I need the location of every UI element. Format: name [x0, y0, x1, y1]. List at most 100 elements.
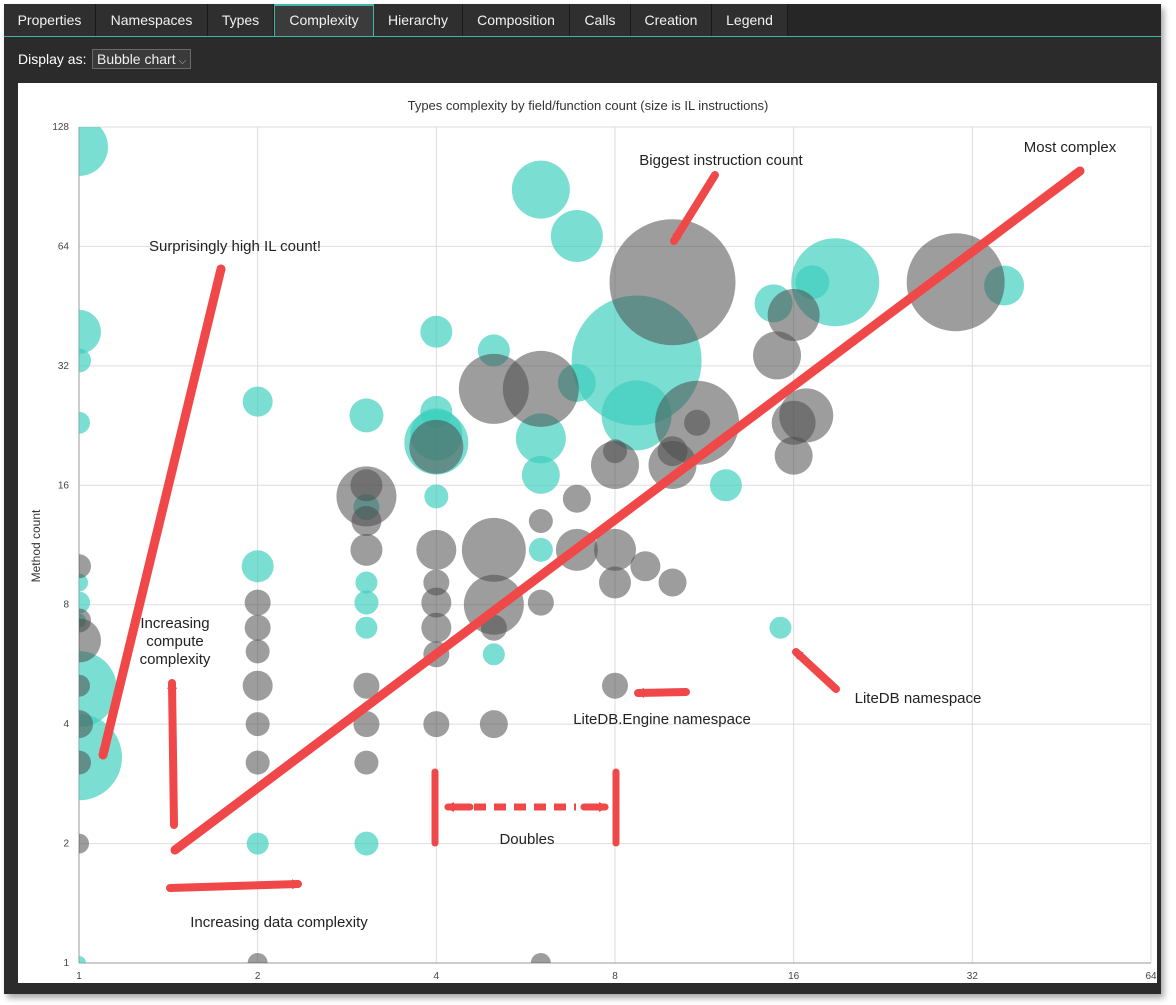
teal-bubble	[79, 127, 108, 176]
gray-bubble	[79, 618, 101, 663]
annotation-data-complexity: Increasing data complexity	[190, 914, 368, 931]
gray-bubble	[684, 409, 711, 436]
gray-bubble	[242, 670, 273, 701]
gray-bubble	[658, 568, 687, 597]
teal-bubble	[550, 209, 603, 262]
x-tick-label: 16	[788, 971, 800, 982]
teal-bubble	[355, 571, 378, 594]
teal-bubble	[79, 411, 90, 434]
tab-bar: Properties Namespaces Types Complexity H…	[4, 4, 1161, 37]
y-tick-label: 8	[63, 600, 69, 611]
annotation-high-il-count: Surprisingly high IL count!	[149, 238, 321, 255]
annotation-arrows	[98, 166, 1085, 892]
gray-bubble	[528, 509, 553, 534]
teal-bubble	[424, 484, 449, 509]
gray-bubble	[244, 589, 271, 616]
gray-bubble	[599, 566, 631, 599]
annotation-doubles: Doubles	[499, 831, 554, 848]
gray-bubble	[416, 529, 457, 570]
tab-namespaces[interactable]: Namespaces	[96, 4, 208, 36]
arrow-data-complexity	[166, 879, 302, 892]
annotation-compute-line-3: complexity	[140, 651, 211, 668]
arrow-high-il-count	[98, 264, 226, 760]
x-tick-label: 64	[1145, 971, 1157, 982]
gray-bubble	[530, 953, 551, 963]
gray-bubble	[906, 233, 1005, 332]
gray-bubble	[423, 711, 450, 738]
tab-complexity[interactable]: Complexity	[274, 4, 374, 36]
y-tick-label: 2	[63, 839, 69, 850]
gray-bubble	[774, 436, 813, 475]
y-tick-label: 1	[63, 958, 69, 969]
arrow-biggest-instruction	[670, 171, 719, 245]
gray-bubble	[244, 614, 271, 641]
annotation-most-complex: Most complex	[1024, 139, 1117, 156]
bubble-chart: 1 2 4 8 16 32 64 1 2 4 8 16 32 64 128 Types complexity…	[29, 98, 1157, 982]
gray-bubble	[353, 672, 380, 699]
tab-creation[interactable]: Creation	[631, 4, 712, 36]
gray-bubble	[350, 533, 383, 566]
gray-bubble	[609, 219, 736, 346]
annotation-engine-namespace: LiteDB.Engine namespace	[573, 711, 751, 728]
tab-types[interactable]: Types	[208, 4, 274, 36]
gray-bubble	[602, 672, 628, 699]
teal-bubble	[79, 956, 86, 963]
gray-bubble	[350, 469, 383, 502]
gray-bubble	[562, 484, 591, 513]
gray-bubble	[630, 551, 661, 582]
gray-bubble	[79, 710, 93, 739]
arrow-compute-complexity	[167, 679, 178, 829]
x-tick-label: 4	[434, 971, 440, 982]
teal-bubble	[246, 832, 269, 855]
gray-bubble	[421, 587, 452, 618]
gray-bubble	[779, 388, 834, 443]
toolbar: Display as: Bubble chart ⌵	[4, 37, 1161, 81]
teal-bubble	[420, 315, 453, 348]
app-window: Properties Namespaces Types Complexity H…	[4, 4, 1161, 994]
gray-bubble	[591, 440, 639, 489]
y-tick-label: 32	[58, 361, 70, 372]
chart-title: Types complexity by field/function count…	[408, 98, 769, 113]
teal-bubble	[709, 469, 742, 502]
gray-bubble	[245, 750, 270, 775]
y-tick-label: 128	[52, 122, 69, 133]
gray-bubble	[354, 750, 379, 775]
gray-bubble	[421, 612, 452, 643]
teal-bubble	[79, 651, 117, 728]
teal-bubble	[601, 380, 672, 451]
bubbles	[79, 127, 1025, 963]
teal-bubble	[79, 348, 91, 373]
teal-bubble	[515, 413, 566, 464]
display-as-label: Display as:	[18, 51, 87, 67]
tab-composition[interactable]: Composition	[463, 4, 570, 36]
x-tick-label: 1	[76, 971, 82, 982]
display-as-select[interactable]: Bubble chart ⌵	[92, 49, 192, 69]
teal-bubble	[354, 831, 379, 856]
tab-properties[interactable]: Properties	[4, 4, 96, 36]
tab-hierarchy[interactable]: Hierarchy	[374, 4, 463, 36]
gray-bubble	[479, 710, 508, 739]
arrow-engine-namespace	[634, 687, 690, 698]
chevron-down-icon: ⌵	[178, 56, 187, 67]
tab-calls[interactable]: Calls	[570, 4, 631, 36]
gray-bubble	[594, 528, 636, 571]
chart-panel: 1 2 4 8 16 32 64 1 2 4 8 16 32 64 128 Types complexity…	[18, 83, 1157, 983]
teal-bubble	[511, 160, 570, 219]
teal-bubble	[79, 309, 101, 354]
teal-bubble	[521, 455, 560, 494]
tab-legend[interactable]: Legend	[712, 4, 788, 36]
gray-bubble	[79, 554, 91, 579]
gray-bubble	[461, 517, 526, 582]
annotation-litedb-namespace: LiteDB namespace	[855, 690, 982, 707]
teal-bubble	[354, 590, 379, 615]
teal-bubble	[79, 591, 90, 614]
teal-bubble	[242, 386, 273, 417]
annotation-labels: Biggest instruction count Most complex S…	[140, 139, 1117, 931]
display-as-value: Bubble chart	[97, 51, 176, 67]
x-tick-label: 32	[967, 971, 979, 982]
teal-bubble	[482, 643, 505, 666]
annotation-biggest-instruction: Biggest instruction count	[639, 152, 803, 169]
teal-bubble	[241, 550, 274, 583]
gray-bubble	[247, 953, 268, 963]
gray-bubble	[423, 569, 450, 596]
